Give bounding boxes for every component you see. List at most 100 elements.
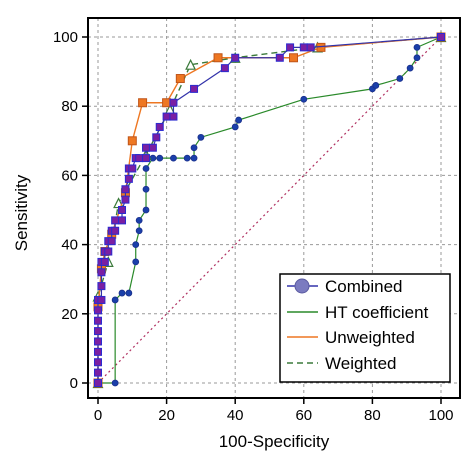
- data-point-ht-coefficient: [372, 82, 380, 89]
- data-point-combined: [135, 154, 144, 163]
- legend-item-ht-coefficient: HT coefficient: [287, 303, 429, 322]
- tick-layer: 0 20 40 60 80 100 0 20 40 60 80 100: [53, 29, 454, 424]
- y-tick-label: 20: [61, 306, 78, 323]
- data-point-unweighted: [162, 98, 172, 108]
- legend-item-combined: Combined: [287, 277, 403, 296]
- data-point-ht-coefficient: [125, 289, 133, 297]
- data-point-ht-coefficient: [142, 185, 150, 193]
- x-axis-label: 100-Specificity: [219, 432, 330, 451]
- data-point-ht-coefficient: [190, 154, 198, 162]
- x-tick-label: 40: [227, 407, 244, 424]
- data-point-combined: [94, 316, 102, 325]
- data-point-ht-coefficient: [135, 216, 143, 224]
- data-point-combined: [94, 337, 102, 346]
- data-point-combined: [124, 174, 133, 183]
- data-point-combined: [148, 143, 157, 152]
- data-point-combined: [190, 84, 199, 93]
- data-point-combined: [169, 98, 178, 107]
- data-point-unweighted: [127, 136, 137, 146]
- data-point-ht-coefficient: [235, 116, 243, 124]
- data-point-unweighted: [175, 74, 185, 84]
- data-point-ht-coefficient: [197, 133, 205, 141]
- data-point-ht-coefficient: [149, 154, 157, 162]
- legend-item-unweighted: Unweighted: [287, 328, 415, 347]
- data-point-combined: [162, 112, 171, 121]
- data-point-combined: [97, 282, 106, 291]
- x-tick-label: 60: [295, 407, 312, 424]
- data-point-ht-coefficient: [142, 165, 150, 172]
- data-point-ht-coefficient: [300, 95, 308, 103]
- data-point-combined: [111, 216, 120, 225]
- data-point-combined: [97, 295, 106, 304]
- data-point-combined: [128, 164, 137, 173]
- data-point-ht-coefficient: [132, 258, 140, 266]
- data-point-combined: [94, 358, 102, 367]
- data-point-combined: [306, 43, 315, 52]
- data-point-ht-coefficient: [170, 154, 177, 162]
- data-point-combined: [142, 154, 151, 163]
- data-point-combined: [118, 206, 127, 214]
- data-point-ht-coefficient: [406, 64, 414, 72]
- data-point-combined: [220, 64, 229, 73]
- data-point-ht-coefficient: [132, 241, 140, 249]
- data-point-combined: [94, 327, 102, 336]
- data-point-combined: [231, 53, 240, 62]
- data-point-ht-coefficient: [111, 296, 119, 304]
- data-point-combined: [299, 43, 308, 52]
- legend-label-weighted: Weighted: [325, 354, 397, 373]
- data-point-combined: [94, 347, 102, 356]
- data-point-ht-coefficient: [135, 227, 143, 235]
- data-point-ht-coefficient: [111, 379, 119, 387]
- data-point-ht-coefficient: [413, 43, 421, 51]
- data-point-combined: [107, 237, 116, 246]
- series-ht-coefficient: [94, 33, 445, 387]
- reference-layer: [97, 36, 442, 384]
- plot-frame: [87, 17, 461, 399]
- x-tick-label: 100: [428, 407, 453, 424]
- data-point-combined: [152, 133, 161, 142]
- x-tick-label: 80: [364, 407, 381, 424]
- legend-box: [279, 273, 451, 383]
- data-point-unweighted: [138, 98, 148, 108]
- data-point-combined: [437, 33, 445, 41]
- y-tick-label: 100: [53, 29, 78, 46]
- grid-layer: [88, 18, 460, 398]
- data-point-combined: [100, 257, 109, 266]
- data-point-combined: [94, 379, 102, 387]
- data-point-combined: [169, 112, 178, 121]
- series-combined: [94, 33, 445, 387]
- y-tick-label: 80: [61, 98, 78, 115]
- series-line-combined: [97, 36, 442, 383]
- y-tick-label: 60: [61, 167, 78, 184]
- legend-marker-combined: [294, 278, 310, 294]
- data-point-combined: [104, 247, 113, 256]
- x-tick-label: 0: [94, 407, 102, 424]
- legend-label-ht-coefficient: HT coefficient: [325, 303, 429, 322]
- data-point-combined: [118, 216, 127, 225]
- x-tick-label: 20: [158, 407, 175, 424]
- data-point-ht-coefficient: [142, 206, 150, 214]
- data-point-combined: [97, 268, 106, 277]
- series-layer: [92, 31, 447, 389]
- data-point-ht-coefficient: [183, 154, 191, 162]
- data-point-unweighted: [213, 53, 223, 63]
- data-point-combined: [94, 368, 102, 377]
- y-tick-label: 40: [61, 237, 78, 254]
- legend: Combined HT coefficient Unweighted Weighted: [279, 273, 451, 383]
- legend-label-combined: Combined: [325, 277, 403, 296]
- data-point-combined: [121, 195, 130, 204]
- data-point-ht-coefficient: [231, 123, 239, 131]
- data-point-weighted: [185, 58, 197, 70]
- y-tick-label: 0: [70, 375, 78, 392]
- data-point-combined: [155, 122, 164, 131]
- legend-label-unweighted: Unweighted: [325, 328, 415, 347]
- data-point-combined: [142, 143, 151, 152]
- y-axis-label: Sensitivity: [12, 174, 31, 251]
- data-point-ht-coefficient: [413, 54, 421, 62]
- reference-diagonal: [97, 36, 442, 384]
- data-point-ht-coefficient: [396, 75, 404, 82]
- legend-item-weighted: Weighted: [287, 354, 397, 373]
- data-point-combined: [286, 43, 295, 52]
